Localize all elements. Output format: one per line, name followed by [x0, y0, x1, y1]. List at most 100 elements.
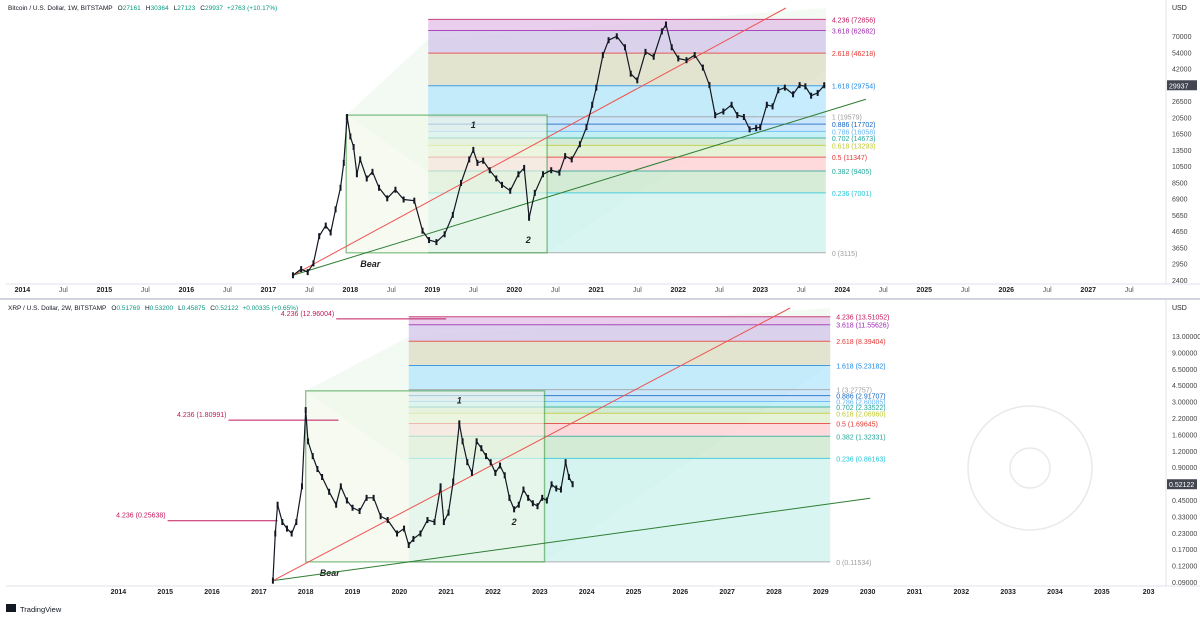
- candle-mark: [559, 486, 562, 493]
- fib-level-label: 0.786 (2.60085): [836, 399, 885, 406]
- candle-mark: [771, 103, 774, 110]
- candle-mark: [386, 517, 389, 524]
- price-axis-tick-label: 3650: [1172, 245, 1188, 252]
- time-axis-tick-label: 2020: [392, 589, 408, 596]
- price-axis-tick-label: 1.60000: [1172, 432, 1197, 439]
- time-axis-tick-label: Jul: [1043, 287, 1052, 294]
- price-axis-tick-label: 0.45000: [1172, 498, 1197, 505]
- fib-level-label: 0.236 (7001): [832, 191, 872, 198]
- candle-mark: [365, 494, 368, 501]
- candle-mark: [714, 112, 717, 119]
- time-axis-tick-label: 2021: [438, 589, 454, 596]
- time-axis-tick-label: Jul: [961, 287, 970, 294]
- footer-bar: TradingView: [6, 604, 62, 614]
- candle-mark: [304, 407, 307, 414]
- candle-mark: [276, 501, 279, 508]
- candle-mark: [482, 157, 485, 164]
- candle-mark: [329, 229, 332, 236]
- candle-mark: [358, 507, 361, 514]
- candle-mark: [458, 420, 461, 427]
- candle-mark: [271, 577, 274, 584]
- candle-mark: [290, 530, 293, 537]
- candle-mark: [508, 494, 511, 501]
- price-axis-tick-label: 0.09000: [1172, 580, 1197, 587]
- candle-mark: [541, 494, 544, 501]
- candle-mark: [536, 503, 539, 510]
- candle-mark: [570, 156, 573, 163]
- ohlc-key: O: [111, 305, 116, 312]
- candle-mark: [804, 83, 807, 90]
- candle-mark: [523, 164, 526, 171]
- price-axis-tick-label: 70000: [1172, 34, 1192, 41]
- bear-box: [305, 390, 546, 563]
- candle-mark: [722, 108, 725, 115]
- symbol-title: XRP / U.S. Dollar, 2W, BITSTAMP: [8, 305, 106, 312]
- time-axis-tick-label: Jul: [469, 287, 478, 294]
- candle-mark: [328, 488, 331, 495]
- time-axis-tick-label: 2027: [1080, 287, 1096, 294]
- time-axis-tick-label: Jul: [715, 287, 724, 294]
- symbol-title: Bitcoin / U.S. Dollar, 1W, BITSTAMP: [8, 5, 113, 12]
- price-axis-tick-label: 3.00000: [1172, 400, 1197, 407]
- candle-mark: [324, 222, 327, 229]
- candle-mark: [748, 126, 751, 133]
- ohlc-key: C: [210, 305, 215, 312]
- candle-mark: [503, 472, 506, 479]
- candle-mark: [513, 506, 516, 513]
- candle-mark: [419, 530, 422, 537]
- candle-mark: [488, 167, 491, 174]
- ohlc-key: C: [200, 5, 205, 12]
- candle-mark: [677, 55, 680, 62]
- candle-mark: [542, 171, 545, 178]
- extension-label: 4.236 (1.80991): [177, 412, 226, 419]
- fib-level-label: 0.702 (14673): [832, 136, 876, 143]
- candle-mark: [311, 453, 314, 460]
- price-axis-tick-label: 0.90000: [1172, 465, 1197, 472]
- candle-mark: [564, 153, 567, 160]
- candle-mark: [701, 64, 704, 71]
- price-axis-tick-label: 20500: [1172, 115, 1192, 122]
- fib-zone: [408, 365, 831, 390]
- time-axis-tick-label: 2030: [860, 589, 876, 596]
- candle-mark: [623, 44, 626, 51]
- candle-mark: [321, 473, 324, 480]
- watermark-ring: [967, 405, 1093, 531]
- time-axis-tick-label: 2035: [1094, 589, 1110, 596]
- candle-mark: [386, 195, 389, 202]
- time-axis-tick-label: 2033: [1000, 589, 1016, 596]
- candle-mark: [342, 159, 345, 166]
- last-price-badge: [1167, 479, 1197, 490]
- candle-mark: [403, 525, 406, 532]
- fib-zone: [428, 30, 826, 54]
- candle-mark: [485, 453, 487, 460]
- candle-mark: [318, 233, 321, 240]
- candle-mark: [783, 84, 786, 91]
- fib-level-label: 0.786 (16058): [832, 129, 876, 136]
- candle-mark: [489, 459, 492, 466]
- fib-zone: [428, 116, 826, 125]
- candle-mark: [652, 53, 655, 60]
- time-axis-tick-label: 2021: [589, 287, 605, 294]
- candle-mark: [460, 179, 463, 186]
- price-axis-tick-label: 0.33000: [1172, 514, 1197, 521]
- watermark-inner-ring: [1009, 447, 1051, 489]
- candle-mark: [396, 530, 399, 537]
- time-axis-tick-label: 2029: [813, 589, 829, 596]
- candle-mark: [558, 169, 561, 176]
- ohlc-key: L: [178, 305, 182, 312]
- candle-mark: [349, 133, 352, 140]
- candle-mark: [352, 144, 355, 151]
- price-axis-tick-label: 2400: [1172, 278, 1188, 285]
- ohlc-value: 27123: [177, 5, 195, 12]
- candle-mark: [442, 519, 445, 526]
- fib-zone: [428, 131, 826, 139]
- time-axis-tick-label: 2025: [916, 287, 932, 294]
- candle-mark: [494, 469, 497, 476]
- fib-level-label: 1.618 (5.23182): [836, 364, 885, 371]
- fib-level-label: 2.618 (8.39404): [836, 339, 885, 346]
- candle-mark: [291, 272, 294, 279]
- time-axis-tick-label: 2034: [1047, 589, 1063, 596]
- candle-mark: [428, 237, 431, 244]
- xrp-pane: 4.236 (13.51052)3.618 (11.55626) 2.618 (8…: [0, 300, 1200, 600]
